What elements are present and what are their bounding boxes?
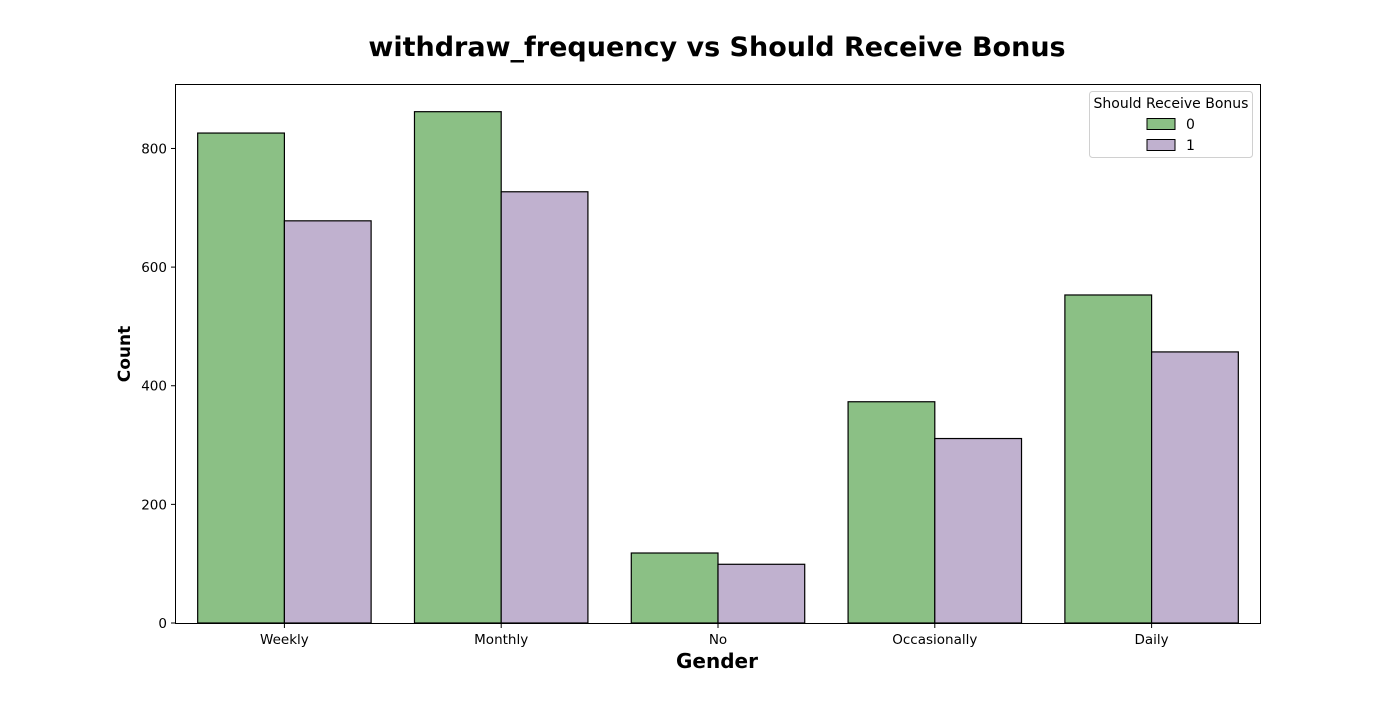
- bar-weekly-series-1: [283, 220, 372, 624]
- legend-swatch-0: [1146, 118, 1176, 130]
- x-axis-label: Gender: [676, 649, 758, 673]
- x-tick-label-monthly: Monthly: [474, 632, 528, 648]
- chart-title: withdraw_frequency vs Should Receive Bon…: [368, 32, 1065, 63]
- bar-occasionally-series-0: [847, 401, 936, 624]
- bar-weekly-series-0: [197, 132, 285, 624]
- x-tick-label-no: No: [709, 632, 727, 648]
- bar-monthly-series-1: [500, 191, 589, 624]
- legend-entries: 01: [1146, 117, 1195, 154]
- x-tick-label-daily: Daily: [1135, 632, 1169, 648]
- y-tick-label: 600: [141, 260, 167, 276]
- y-tick-label: 400: [141, 379, 167, 395]
- bar-no-series-0: [630, 552, 719, 624]
- x-tick-label-occasionally: Occasionally: [892, 632, 977, 648]
- x-axis: Weekly Monthly No Occasionally Daily: [260, 623, 1169, 648]
- legend: Should Receive Bonus 01: [1089, 91, 1253, 158]
- legend-label-0: 0: [1186, 117, 1195, 133]
- bar-daily-series-1: [1150, 351, 1239, 624]
- bar-no-series-1: [717, 563, 806, 624]
- bar-occasionally-series-1: [934, 437, 1023, 624]
- y-tick-label: 800: [141, 141, 167, 157]
- x-tick-label-weekly: Weekly: [260, 632, 309, 648]
- y-tick-label: 0: [158, 616, 167, 632]
- legend-swatch-1: [1146, 139, 1176, 151]
- legend-title: Should Receive Bonus: [1094, 96, 1249, 112]
- y-axis: 0 200 400 600 800: [141, 141, 176, 632]
- y-tick-label: 200: [141, 497, 167, 513]
- bar-monthly-series-0: [413, 111, 502, 624]
- y-axis-label: Count: [115, 326, 135, 383]
- legend-label-1: 1: [1186, 138, 1195, 154]
- bars-layer: [197, 111, 1239, 624]
- bar-daily-series-0: [1064, 294, 1153, 624]
- plot-frame: [175, 84, 1261, 624]
